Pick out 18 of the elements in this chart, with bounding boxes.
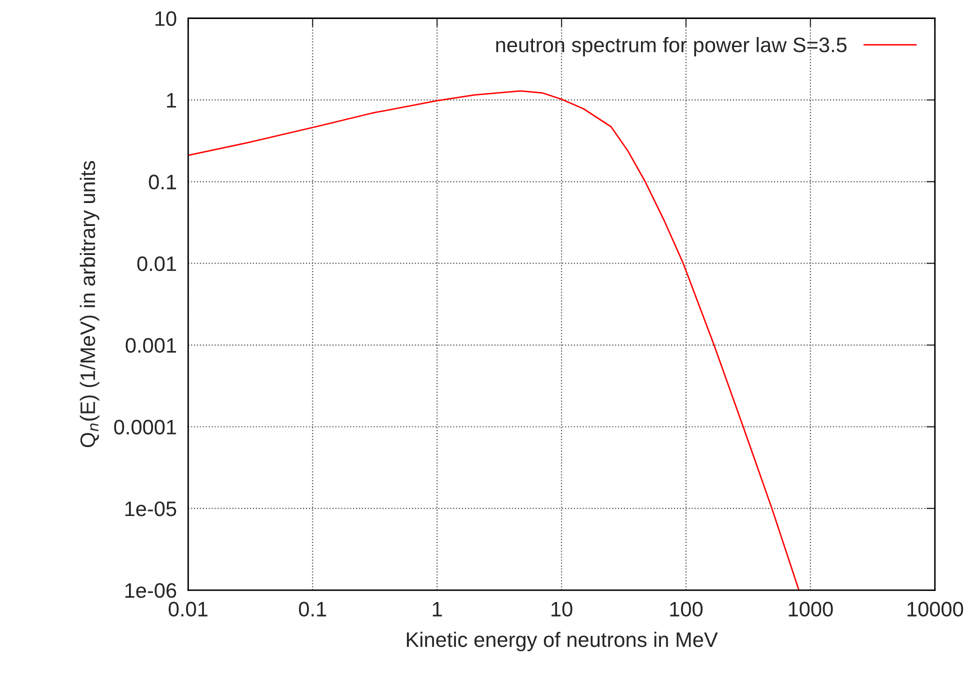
x-tick-label: 10000 <box>908 602 964 617</box>
y-tick-label: 0.0001 <box>114 420 176 435</box>
y-tick-label: 0.001 <box>126 338 176 353</box>
y-tick-label: 10 <box>155 11 176 26</box>
legend-label: neutron spectrum for power law S=3.5 <box>496 37 847 56</box>
y-tick-label: 1 <box>167 93 176 108</box>
y-tick-label: 1e-05 <box>125 501 176 516</box>
y-axis-title: Q$_{n}$(E) (1/MeV) in arbitrary units <box>80 161 100 448</box>
x-tick-label: 1000 <box>788 602 833 617</box>
x-tick-label: 0.01 <box>168 602 208 617</box>
x-tick-label: 1 <box>432 602 442 616</box>
x-axis-title: Kinetic energy of neutrons in MeV <box>406 632 718 652</box>
x-tick-label: 10 <box>552 602 572 617</box>
y-tick-label: 0.1 <box>148 174 176 190</box>
x-tick-label: 100 <box>670 602 703 617</box>
x-tick-label: 0.1 <box>298 602 326 617</box>
y-tick-label: 1e-06 <box>125 583 176 598</box>
y-tick-label: 0.01 <box>137 256 176 272</box>
